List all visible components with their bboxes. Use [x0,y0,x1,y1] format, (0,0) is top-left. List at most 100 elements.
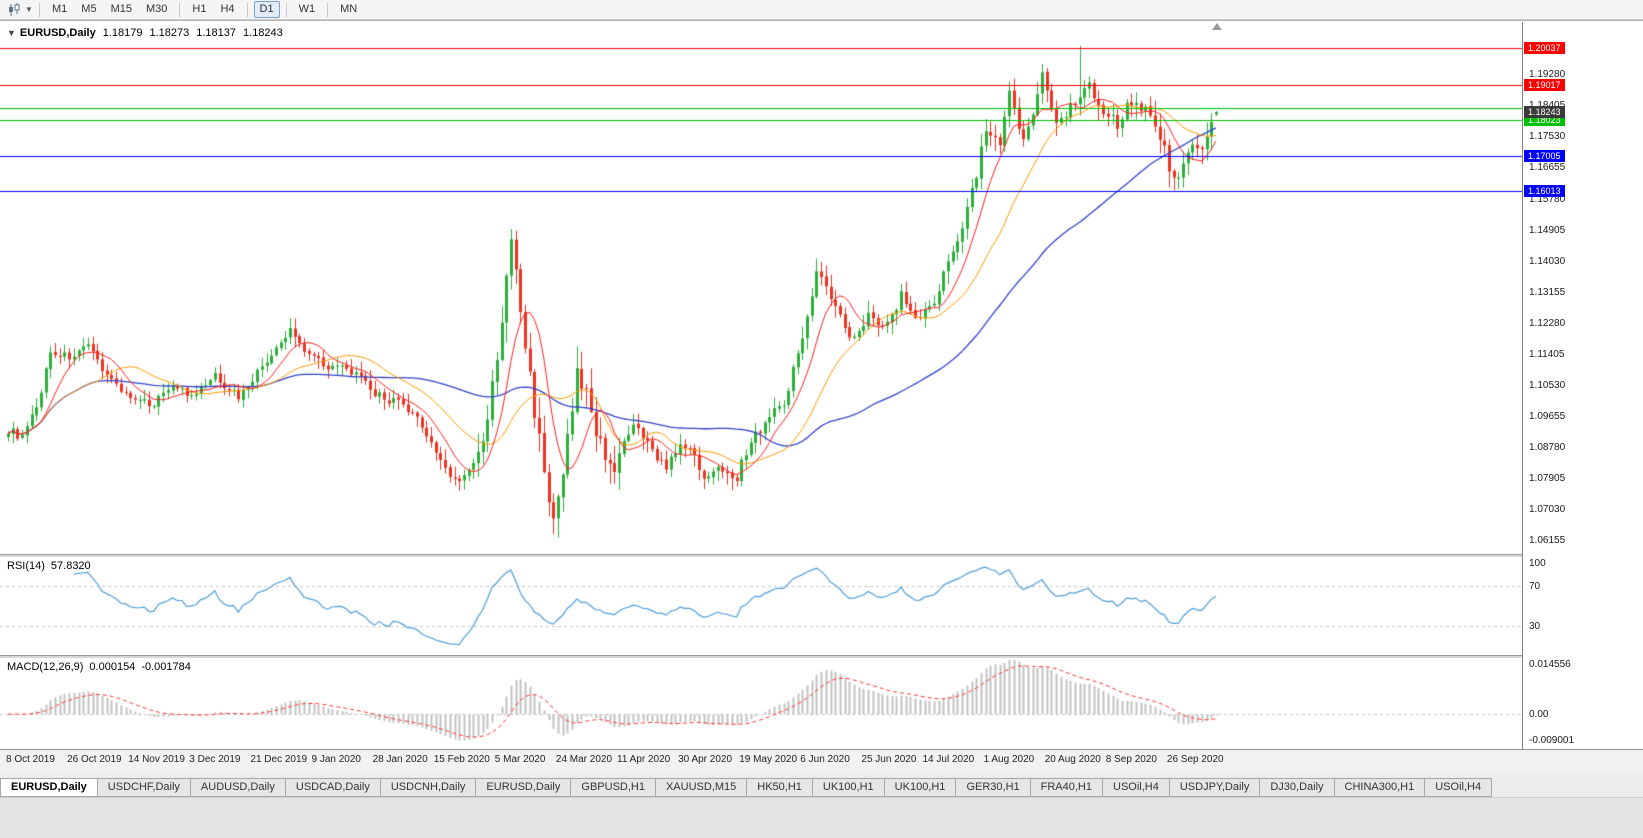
timeframe-button-m1[interactable]: M1 [52,3,68,15]
chart-tab-usdjpy-daily[interactable]: USDJPY,Daily [1168,778,1261,797]
chart-tab-gbpusd-h1[interactable]: GBPUSD,H1 [570,778,656,797]
ohlc-open: 1.18179 [102,27,143,39]
chart-tab-audusd-daily[interactable]: AUDUSD,Daily [189,778,286,797]
price-tick: 1.13155 [1529,286,1566,298]
time-tick: 5 Mar 2020 [494,754,546,765]
price-tick: 1.19280 [1529,69,1566,81]
chart-symbol: EURUSD,Daily [19,27,96,39]
timeframe-button-d1[interactable]: D1 [253,1,280,18]
toolbar-separator [246,2,248,17]
timeframe-button-m15[interactable]: M15 [110,3,132,15]
price-tick: 1.11405 [1529,348,1565,360]
time-tick: 30 Apr 2020 [678,754,733,765]
timeframe-button-m5[interactable]: M5 [81,3,97,15]
chart-tab-eurusd-daily[interactable]: EURUSD,Daily [0,778,98,797]
time-tick: 25 Jun 2020 [861,754,917,765]
price-axis[interactable]: 1.19280 1.18405 1.17530 1.16655 1.15780 1.149… [1522,22,1643,749]
price-tick: 1.18405 [1529,100,1565,111]
toolbar: ▼ M1 M5 M15 M30 H1 H4 D1 W1 MN [0,0,1643,20]
time-tick: 14 Jul 2020 [922,754,975,765]
time-tick: 15 Feb 2020 [433,754,490,765]
chart-tab-usdcnh-daily[interactable]: USDCNH,Daily [379,778,477,797]
chart-type-dropdown-icon[interactable]: ▼ [25,5,33,14]
chart-tab-fra40-h1[interactable]: FRA40,H1 [1029,778,1103,797]
current-price-label: 1.18243 [1524,106,1565,119]
chart-tab-china300-h1[interactable]: CHINA300,H1 [1333,778,1426,797]
price-level-label: 1.17005 [1524,150,1565,163]
chart-tab-uk100-h1[interactable]: UK100,H1 [811,778,885,797]
chart-tab-dj30-daily[interactable]: DJ30,Daily [1259,778,1335,797]
ohlc-high: 1.18273 [149,27,190,39]
rsi-indicator-canvas[interactable] [0,557,1522,655]
chart-tab-hk50-h1[interactable]: HK50,H1 [746,778,813,797]
rsi-value: 57.8320 [50,560,91,572]
price-tick: 1.09655 [1529,411,1566,423]
toolbar-separator [327,2,329,17]
time-tick: 24 Mar 2020 [555,754,613,765]
timeframe-button-group: M1 M5 M15 M30 H1 H4 D1 W1 MN [45,1,364,18]
price-tick: 1.12280 [1529,317,1566,329]
macd-scale-label: -0.009001 [1529,735,1575,746]
timeframe-button-w1[interactable]: W1 [298,3,316,15]
price-tick: 1.14905 [1529,224,1566,236]
chart-tab-usoil-h4[interactable]: USOil,H4 [1102,778,1170,797]
time-tick: 28 Jan 2020 [372,754,428,765]
chart-tab-ger30-h1[interactable]: GER30,H1 [955,778,1031,797]
main-chart-canvas[interactable] [0,22,1522,554]
price-level-label: 1.20037 [1524,42,1565,55]
time-tick: 1 Aug 2020 [983,754,1035,765]
time-tick: 14 Nov 2019 [128,754,185,765]
time-tick: 8 Oct 2019 [6,754,55,765]
rsi-header: RSI(14) 57.8320 [7,560,91,572]
macd-header: MACD(12,26,9) 0.000154 -0.001784 [7,661,191,673]
ohlc-close: 1.18243 [243,27,283,39]
rsi-scale-label: 30 [1529,620,1541,632]
timeframe-button-mn[interactable]: MN [340,3,358,15]
timeframe-button-h1[interactable]: H1 [192,3,207,15]
time-tick: 21 Dec 2019 [250,754,308,765]
toolbar-separator [179,2,181,17]
symbol-dropdown-icon[interactable]: ▼ [7,28,16,38]
toolbar-separator [285,2,287,17]
panel-splitter-rsi[interactable] [0,554,1643,557]
price-tick: 1.16655 [1529,162,1566,174]
chart-window: ▼ EURUSD,Daily 1.18179 1.18273 1.18137 1.1824… [0,20,1643,773]
price-tick: 1.08780 [1529,442,1566,454]
chart-tab-usdcad-daily[interactable]: USDCAD,Daily [284,778,381,797]
macd-scale-label: 0.014556 [1529,659,1571,670]
price-tick: 1.14030 [1529,255,1566,267]
chart-tab-uk100-h1[interactable]: UK100,H1 [883,778,957,797]
time-tick: 9 Jan 2020 [311,754,362,765]
panel-splitter-macd[interactable] [0,655,1643,658]
macd-value-signal: -0.001784 [141,661,191,673]
time-tick: 19 May 2020 [739,754,798,765]
rsi-scale-label: 100 [1529,558,1546,569]
chart-tab-usdchf-daily[interactable]: USDCHF,Daily [96,778,191,797]
price-tick: 1.15780 [1529,193,1566,205]
price-level-label: 1.19017 [1524,78,1565,91]
macd-indicator-canvas[interactable] [0,658,1522,749]
chart-tab-eurusd-daily[interactable]: EURUSD,Daily [475,778,572,797]
candlestick-chart-icon-svg [9,2,20,16]
chart-shift-marker[interactable] [1212,23,1222,30]
price-tick: 1.07905 [1529,473,1566,485]
time-axis[interactable]: 8 Oct 2019 26 Oct 2019 14 Nov 2019 3 Dec 20… [0,749,1643,773]
chart-header: ▼ EURUSD,Daily 1.18179 1.18273 1.18137 1.1824… [7,27,283,39]
price-tick: 1.17530 [1529,131,1566,143]
candlestick-chart-icon[interactable] [4,2,24,18]
time-tick: 26 Oct 2019 [67,754,122,765]
time-tick: 11 Apr 2020 [617,754,671,765]
toolbar-separator [39,2,40,17]
macd-scale-label: 0.00 [1529,709,1549,721]
time-tick: 20 Aug 2020 [1044,754,1101,765]
time-tick: 6 Jun 2020 [800,754,850,765]
chart-tab-bar: EURUSD,Daily USDCHF,Daily AUDUSD,Daily USDC… [0,776,1643,797]
time-tick: 26 Sep 2020 [1166,754,1224,765]
chart-tab-xauusd-m15[interactable]: XAUUSD,M15 [654,778,748,797]
rsi-scale-label: 70 [1529,581,1541,593]
chart-tab-usoil-h4[interactable]: USOil,H4 [1424,778,1493,797]
rsi-label: RSI(14) [7,560,45,572]
timeframe-button-m30[interactable]: M30 [145,3,168,15]
timeframe-button-h4[interactable]: H4 [220,3,235,15]
